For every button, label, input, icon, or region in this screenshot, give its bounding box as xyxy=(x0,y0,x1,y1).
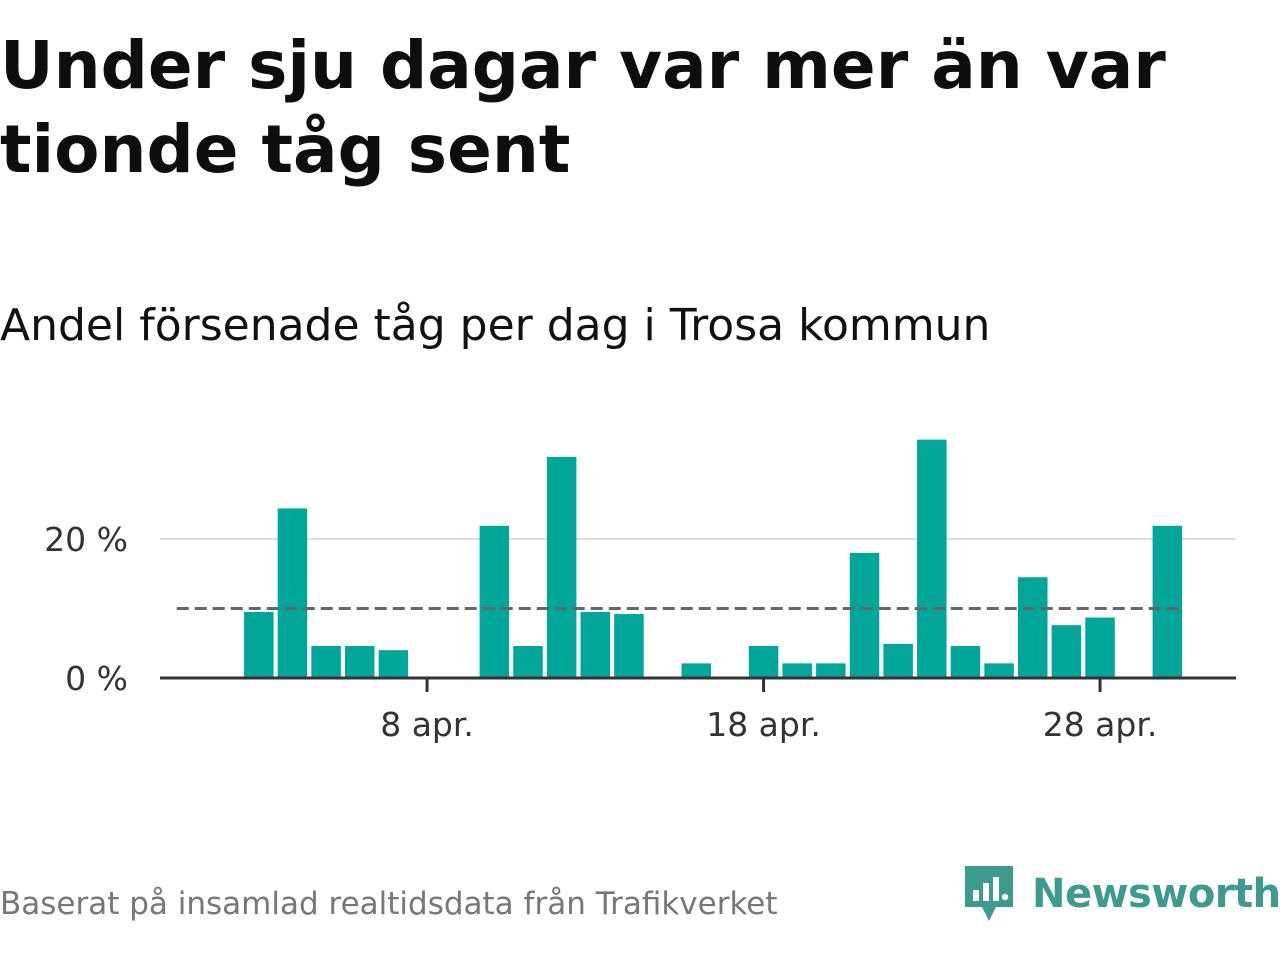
bar xyxy=(479,525,510,678)
bar xyxy=(244,611,274,678)
chart-title: Under sju dagar var mer än var tionde tå… xyxy=(0,27,1166,188)
bars xyxy=(244,439,1183,678)
bar xyxy=(580,611,611,678)
x-tick-label: 8 apr. xyxy=(380,705,474,744)
bar xyxy=(748,646,779,678)
newsworthy-logo-text: Newsworthy xyxy=(1032,871,1280,917)
source-note: Baserat på insamlad realtidsdata från Tr… xyxy=(0,886,778,922)
bar xyxy=(513,646,543,678)
bar xyxy=(849,552,880,678)
y-tick-label: 0 % xyxy=(65,659,128,698)
x-tick-label: 28 apr. xyxy=(1043,705,1158,744)
newsworthy-logo[interactable]: Newsworthy xyxy=(962,862,1280,926)
bar xyxy=(277,508,308,678)
chart-subtitle: Andel försenade tåg per dag i Trosa komm… xyxy=(0,300,991,351)
bar xyxy=(614,614,644,678)
bar xyxy=(1051,625,1082,678)
bar xyxy=(950,646,981,678)
y-tick-label: 20 % xyxy=(44,520,128,559)
newsworthy-logo-icon xyxy=(965,866,1013,921)
bar xyxy=(883,643,913,678)
x-tick-label: 18 apr. xyxy=(706,705,821,744)
bar xyxy=(1152,525,1183,678)
bar xyxy=(378,650,409,678)
y-tick-labels: 0 % 20 % xyxy=(44,520,128,698)
bar xyxy=(345,646,375,678)
bar xyxy=(984,663,1014,678)
x-tick-labels: 8 apr. 18 apr. 28 apr. xyxy=(380,678,1157,744)
bar-chart: 0 % 20 % 8 apr. 18 apr. 28 apr. xyxy=(44,439,1236,744)
bar xyxy=(546,456,577,678)
bar xyxy=(1085,617,1115,678)
bar xyxy=(311,646,341,678)
bar xyxy=(917,439,947,678)
bar xyxy=(782,663,812,678)
bar xyxy=(816,663,846,678)
bar xyxy=(1018,577,1048,678)
bar xyxy=(681,663,711,678)
